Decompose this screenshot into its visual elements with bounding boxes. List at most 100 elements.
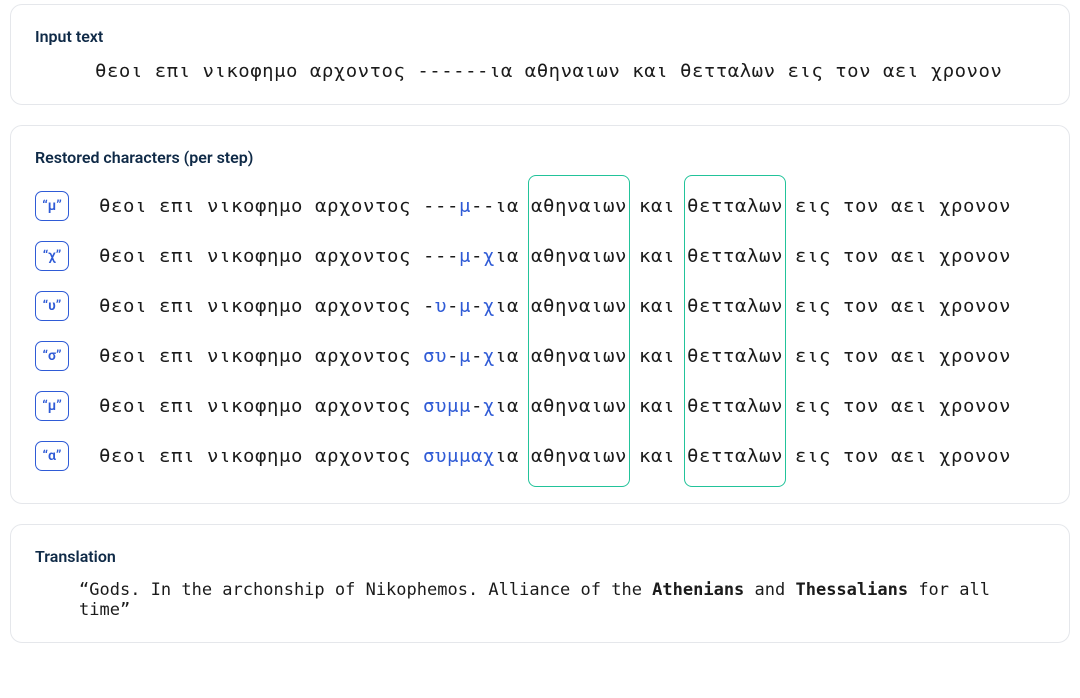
restored-char: θ xyxy=(687,445,699,467)
restored-char: ω xyxy=(759,245,771,267)
restored-char: α xyxy=(531,345,543,367)
restored-char: τ xyxy=(723,295,735,317)
restored-char: - xyxy=(423,245,435,267)
restored-char: τ xyxy=(711,295,723,317)
translation-open-quote: “ xyxy=(79,580,89,600)
restored-char: υ xyxy=(435,295,447,317)
restored-char: μ xyxy=(459,195,471,217)
translation-close-quote: ” xyxy=(120,600,130,620)
restored-char: ω xyxy=(603,395,615,417)
restored-char: - xyxy=(447,295,459,317)
restored-char: ι xyxy=(591,445,603,467)
restored-char: μ xyxy=(459,445,471,467)
restored-char: μ xyxy=(459,245,471,267)
step-badge: μ xyxy=(35,391,69,421)
restored-char: α xyxy=(507,245,519,267)
restored-title: Restored characters (per step) xyxy=(35,148,1045,167)
input-title: Input text xyxy=(35,27,1045,46)
restored-char: η xyxy=(555,245,567,267)
restored-char: σ xyxy=(423,445,435,467)
restored-char: α xyxy=(531,245,543,267)
restored-char: υ xyxy=(435,395,447,417)
restored-char: η xyxy=(555,295,567,317)
restored-char: ι xyxy=(591,295,603,317)
restored-char: α xyxy=(735,195,747,217)
translation-seg: Gods. In the archonship of Nikophemos. A… xyxy=(89,580,652,600)
restored-char: - xyxy=(447,245,459,267)
restored-char: α xyxy=(531,195,543,217)
restored-char: λ xyxy=(747,195,759,217)
restored-char: α xyxy=(579,445,591,467)
restored-char: - xyxy=(423,295,435,317)
restored-char: - xyxy=(471,295,483,317)
restored-char: α xyxy=(735,245,747,267)
restored-char: ν xyxy=(771,445,783,467)
step-text: θεοι επι νικοφημο αρχοντος συμμ-χια αθην… xyxy=(99,395,1011,417)
restored-char: τ xyxy=(723,195,735,217)
restored-char: θ xyxy=(687,345,699,367)
restored-char: θ xyxy=(543,245,555,267)
restored-char: λ xyxy=(747,395,759,417)
restored-char: α xyxy=(579,295,591,317)
restored-char: ν xyxy=(567,195,579,217)
step-text: θεοι επι νικοφημο αρχοντος ---μ-χια αθην… xyxy=(99,245,1011,267)
restored-char: α xyxy=(531,395,543,417)
step-row: αθεοι επι νικοφημο αρχοντος συμμαχια αθη… xyxy=(35,431,1045,481)
restored-char: μ xyxy=(459,395,471,417)
step-text: θεοι επι νικοφημο αρχοντος ---μ--ια αθην… xyxy=(99,195,1011,217)
restored-char: ν xyxy=(771,195,783,217)
restored-char: τ xyxy=(711,395,723,417)
step-row: υθεοι επι νικοφημο αρχοντος -υ-μ-χια αθη… xyxy=(35,281,1045,331)
step-text: θεοι επι νικοφημο αρχοντος συ-μ-χια αθην… xyxy=(99,345,1011,367)
restored-char: λ xyxy=(747,345,759,367)
step-badge: υ xyxy=(35,291,69,321)
restored-char: ω xyxy=(603,195,615,217)
restored-char: υ xyxy=(435,345,447,367)
translation-title: Translation xyxy=(35,547,1045,566)
restored-char: θ xyxy=(687,395,699,417)
step-badge: α xyxy=(35,441,69,471)
restored-char: α xyxy=(579,245,591,267)
restored-char: θ xyxy=(543,345,555,367)
restored-char: ν xyxy=(615,445,627,467)
restored-char: ω xyxy=(603,445,615,467)
restored-char: ω xyxy=(759,295,771,317)
restored-char: α xyxy=(735,295,747,317)
step-badge: σ xyxy=(35,341,69,371)
restored-char: - xyxy=(483,195,495,217)
restored-char: ω xyxy=(603,245,615,267)
restored-char: τ xyxy=(711,245,723,267)
restored-char: μ xyxy=(447,445,459,467)
restored-char: χ xyxy=(483,245,495,267)
translation-bold: Athenians xyxy=(652,580,744,600)
restored-char: σ xyxy=(423,395,435,417)
restored-char: α xyxy=(579,345,591,367)
step-badge: μ xyxy=(35,191,69,221)
steps-container: μθεοι επι νικοφημο αρχοντος ---μ--ια αθη… xyxy=(35,181,1045,481)
restored-char: α xyxy=(507,445,519,467)
step-row: χθεοι επι νικοφημο αρχοντος ---μ-χια αθη… xyxy=(35,231,1045,281)
restored-char: ε xyxy=(699,345,711,367)
restored-char: ν xyxy=(615,295,627,317)
restored-char: σ xyxy=(423,345,435,367)
step-text: θεοι επι νικοφημο αρχοντος -υ-μ-χια αθην… xyxy=(99,295,1011,317)
restored-char: ι xyxy=(591,195,603,217)
restored-char: - xyxy=(423,195,435,217)
restored-char: ν xyxy=(771,295,783,317)
restored-char: α xyxy=(735,345,747,367)
restored-char: α xyxy=(507,195,519,217)
restored-char: ι xyxy=(591,345,603,367)
restored-char: ι xyxy=(495,395,507,417)
restored-char: - xyxy=(471,395,483,417)
restored-char: α xyxy=(579,195,591,217)
restored-char: ω xyxy=(759,395,771,417)
restored-char: υ xyxy=(435,445,447,467)
translation-bold: Thessalians xyxy=(795,580,908,600)
restored-char: λ xyxy=(747,245,759,267)
restored-char: α xyxy=(471,445,483,467)
restored-char: ι xyxy=(591,395,603,417)
restored-char: χ xyxy=(483,295,495,317)
restored-char: χ xyxy=(483,395,495,417)
restored-char: μ xyxy=(459,345,471,367)
restored-char: - xyxy=(435,245,447,267)
